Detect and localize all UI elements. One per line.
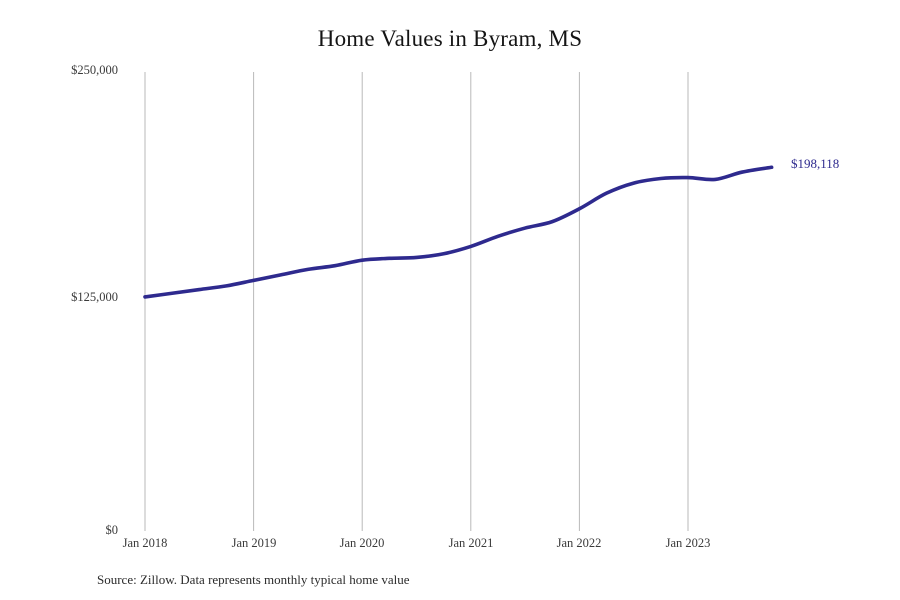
x-axis-tick-jan-2022: Jan 2022 xyxy=(556,536,602,550)
x-axis-tick-jan-2020: Jan 2020 xyxy=(339,536,385,550)
gridlines xyxy=(144,72,689,531)
x-axis-tick-jan-2021: Jan 2021 xyxy=(448,536,494,550)
series-lines xyxy=(143,165,774,299)
source-note: Source: Zillow. Data represents monthly … xyxy=(97,572,410,587)
chart-title: Home Values in Byram, MS xyxy=(317,26,583,51)
x-axis-tick-jan-2018: Jan 2018 xyxy=(122,536,168,550)
x-axis-tick-jan-2023: Jan 2023 xyxy=(665,536,711,550)
x-axis-tick-jan-2019: Jan 2019 xyxy=(231,536,277,550)
end-value-label: $198,118 xyxy=(791,156,840,171)
y-axis-tick-125000: $125,000 xyxy=(71,290,118,304)
y-axis-tick-0: $0 xyxy=(105,523,119,537)
y-axis-tick-250000: $250,000 xyxy=(71,63,118,77)
series-line-0 xyxy=(143,165,774,299)
